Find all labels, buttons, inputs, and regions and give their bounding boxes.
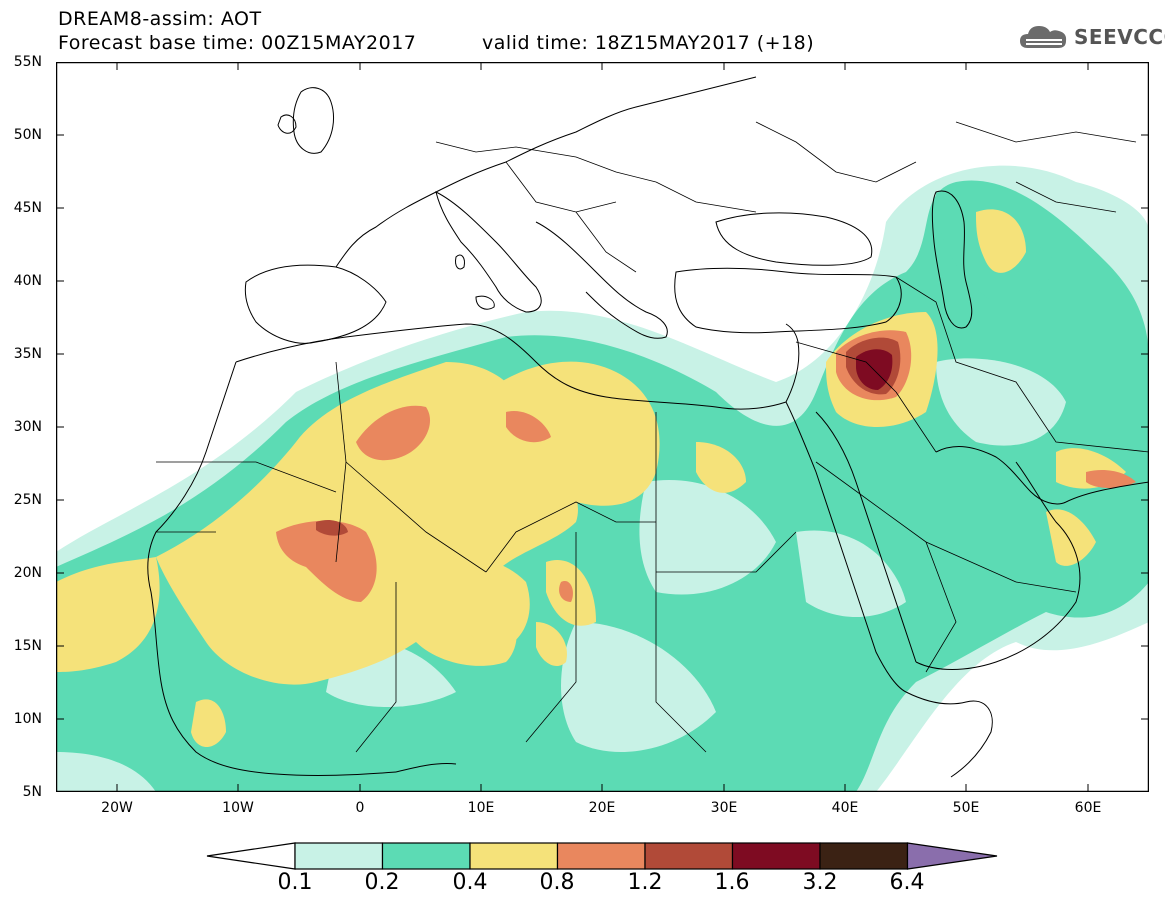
map-title: DREAM8-assim: AOT bbox=[58, 8, 262, 30]
lon-label-10w: 10W bbox=[222, 800, 254, 816]
lat-label-5n: 5N bbox=[22, 784, 42, 800]
lon-label-10e: 10E bbox=[467, 800, 495, 816]
colorbar-label-0.1: 0.1 bbox=[277, 870, 313, 895]
valid-time: valid time: 18Z15MAY2017 (+18) bbox=[482, 32, 815, 54]
colorbar-segment-1.2 bbox=[644, 842, 734, 870]
colorbar-low-arrow bbox=[206, 842, 296, 870]
colorbar-label-0.8: 0.8 bbox=[539, 870, 575, 895]
lat-label-45n: 45N bbox=[13, 200, 42, 216]
lat-label-55n: 55N bbox=[13, 54, 42, 70]
cloud-icon bbox=[1020, 26, 1067, 48]
colorbar-label-0.4: 0.4 bbox=[452, 870, 488, 895]
colorbar-label-1.2: 1.2 bbox=[627, 870, 663, 895]
colorbar-high-arrow bbox=[906, 842, 998, 870]
lon-label-30e: 30E bbox=[710, 800, 738, 816]
colorbar-segment-3.2 bbox=[819, 842, 909, 870]
lat-label-30n: 30N bbox=[13, 419, 42, 435]
colorbar-segment-0.8 bbox=[556, 842, 646, 870]
lon-label-40e: 40E bbox=[831, 800, 859, 816]
colorbar-label-6.4: 6.4 bbox=[889, 870, 925, 895]
colorbar-label-1.6: 1.6 bbox=[714, 870, 750, 895]
lat-label-50n: 50N bbox=[13, 127, 42, 143]
lon-label-20e: 20E bbox=[588, 800, 616, 816]
coastlines bbox=[147, 76, 1149, 778]
lon-label-0: 0 bbox=[355, 800, 365, 816]
aot-map bbox=[56, 62, 1149, 792]
lat-label-10n: 10N bbox=[13, 711, 42, 727]
lon-label-50e: 50E bbox=[952, 800, 980, 816]
aot-contour-0.4 bbox=[56, 209, 1126, 747]
colorbar-label-0.2: 0.2 bbox=[364, 870, 400, 895]
axis-ticks bbox=[56, 62, 1149, 792]
map-frame bbox=[56, 62, 1149, 792]
colorbar-segment-0.4 bbox=[469, 842, 559, 870]
lon-label-20w: 20W bbox=[101, 800, 133, 816]
country-borders bbox=[156, 121, 1149, 753]
colorbar-label-3.2: 3.2 bbox=[802, 870, 838, 895]
lat-label-40n: 40N bbox=[13, 273, 42, 289]
logo-text: SEEVCCC bbox=[1074, 25, 1165, 49]
lat-label-25n: 25N bbox=[13, 492, 42, 508]
lat-label-35n: 35N bbox=[13, 346, 42, 362]
forecast-base-time: Forecast base time: 00Z15MAY2017 bbox=[58, 32, 417, 54]
colorbar bbox=[206, 842, 998, 870]
seevccc-logo: SEEVCCC bbox=[1018, 22, 1165, 52]
lat-label-20n: 20N bbox=[13, 565, 42, 581]
colorbar-segment-0.2 bbox=[381, 842, 471, 870]
lat-label-15n: 15N bbox=[13, 638, 42, 654]
aot-contour-low-holes bbox=[326, 358, 1066, 752]
lon-label-60e: 60E bbox=[1074, 800, 1102, 816]
colorbar-segment-0.1 bbox=[294, 842, 384, 870]
colorbar-segment-1.6 bbox=[731, 842, 821, 870]
